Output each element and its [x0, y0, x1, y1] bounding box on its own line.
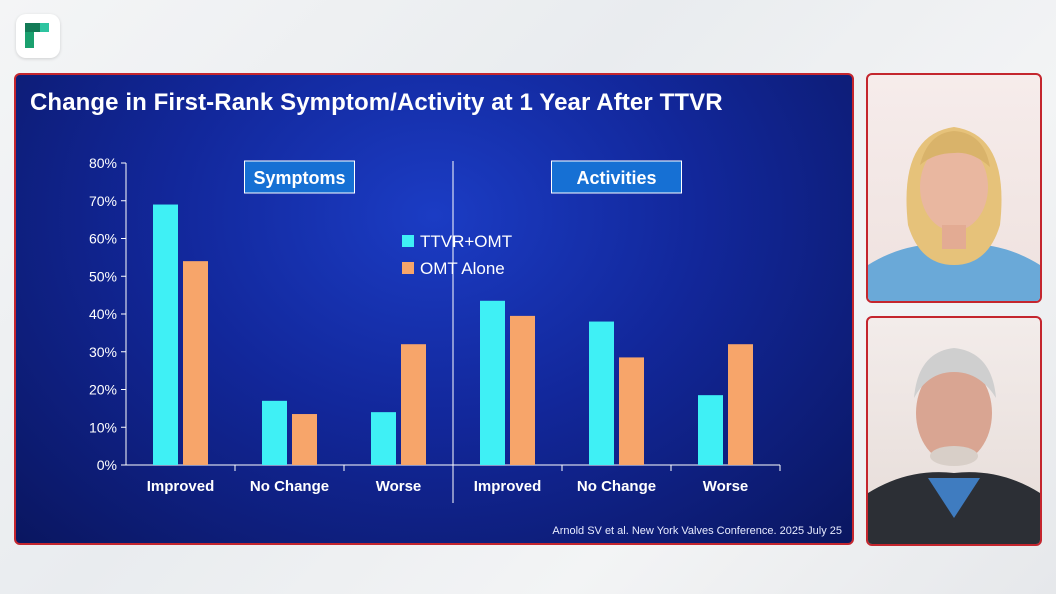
panel-label-box: [551, 160, 682, 194]
bar-ttvr-omt: [480, 300, 505, 465]
brand-logo: [16, 14, 60, 58]
bar-omt-alone: [619, 357, 644, 465]
y-tick-label: 70%: [89, 193, 117, 209]
legend-label: TTVR+OMT: [420, 232, 512, 251]
x-tick-label: Improved: [474, 478, 542, 495]
y-tick-label: 40%: [89, 306, 117, 322]
brand-logo-icon: [25, 23, 49, 48]
x-tick-label: Worse: [703, 478, 749, 495]
x-tick-label: Worse: [376, 478, 422, 495]
panel-label: Symptoms: [253, 168, 345, 188]
bar-ttvr-omt: [262, 400, 287, 465]
legend-label: OMT Alone: [420, 259, 505, 278]
y-tick-label: 80%: [89, 155, 117, 171]
bar-ttvr-omt: [698, 395, 723, 465]
bar-ttvr-omt: [371, 412, 396, 465]
x-tick-label: No Change: [577, 478, 656, 495]
bar-chart: 0% 10% 20% 30% 40% 50% 60% 70% 80% Symptoms Improv…: [89, 155, 781, 503]
presentation-slide: Change in First-Rank Symptom/Activity at…: [14, 73, 854, 545]
bar-omt-alone: [728, 344, 753, 465]
bar-omt-alone: [292, 414, 317, 465]
panel-label-box: [244, 160, 355, 194]
video-tile-speaker-1[interactable]: [866, 73, 1042, 303]
bar-omt-alone: [510, 315, 535, 465]
y-tick-label: 50%: [89, 268, 117, 284]
bar-ttvr-omt: [589, 321, 614, 465]
y-tick-label: 30%: [89, 344, 117, 360]
y-tick-label: 0%: [97, 457, 117, 473]
bar-omt-alone: [183, 261, 208, 465]
legend-swatch-omt-alone: [402, 262, 414, 274]
slide-title: Change in First-Rank Symptom/Activity at…: [30, 89, 723, 116]
panel-label: Activities: [576, 168, 656, 188]
bar-ttvr-omt: [153, 204, 178, 465]
participant-1-video-icon: [868, 127, 1040, 301]
participant-2-video-icon: [868, 348, 1040, 544]
x-tick-label: Improved: [147, 478, 215, 495]
y-tick-label: 20%: [89, 382, 117, 398]
y-tick-label: 60%: [89, 231, 117, 247]
video-tile-speaker-2[interactable]: [866, 316, 1042, 546]
bar-omt-alone: [401, 344, 426, 465]
x-tick-label: No Change: [250, 478, 329, 495]
slide-citation: Arnold SV et al. New York Valves Confere…: [552, 525, 842, 537]
legend-swatch-ttvr-omt: [402, 235, 414, 247]
y-tick-label: 10%: [89, 419, 117, 435]
